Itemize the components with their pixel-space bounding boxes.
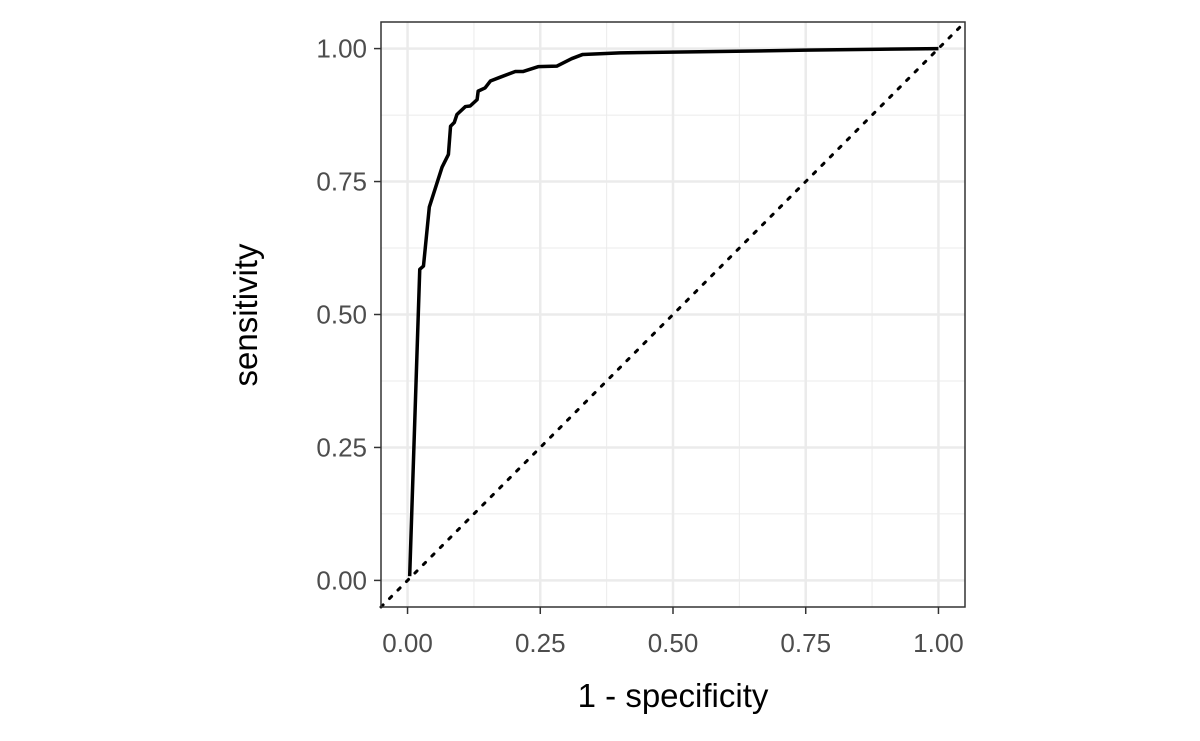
grid — [381, 22, 965, 607]
y-tick-label: 0.50 — [316, 300, 367, 330]
y-tick-label: 1.00 — [316, 34, 367, 64]
x-tick-label: 0.75 — [780, 628, 831, 658]
y-tick-label: 0.00 — [316, 565, 367, 595]
y-tick-label: 0.75 — [316, 167, 367, 197]
y-tick-label: 0.25 — [316, 432, 367, 462]
x-axis: 0.00 0.25 0.50 0.75 1.00 — [382, 607, 964, 658]
roc-curve — [407, 46, 939, 577]
x-tick-label: 0.00 — [382, 628, 433, 658]
x-tick-label: 1.00 — [913, 628, 964, 658]
x-axis-title: 1 - specificity — [578, 677, 769, 714]
x-tick-label: 0.25 — [515, 628, 566, 658]
y-axis: 0.00 0.25 0.50 0.75 1.00 — [316, 34, 381, 595]
series — [407, 46, 939, 577]
x-tick-label: 0.50 — [648, 628, 699, 658]
y-axis-title: sensitivity — [227, 243, 264, 387]
